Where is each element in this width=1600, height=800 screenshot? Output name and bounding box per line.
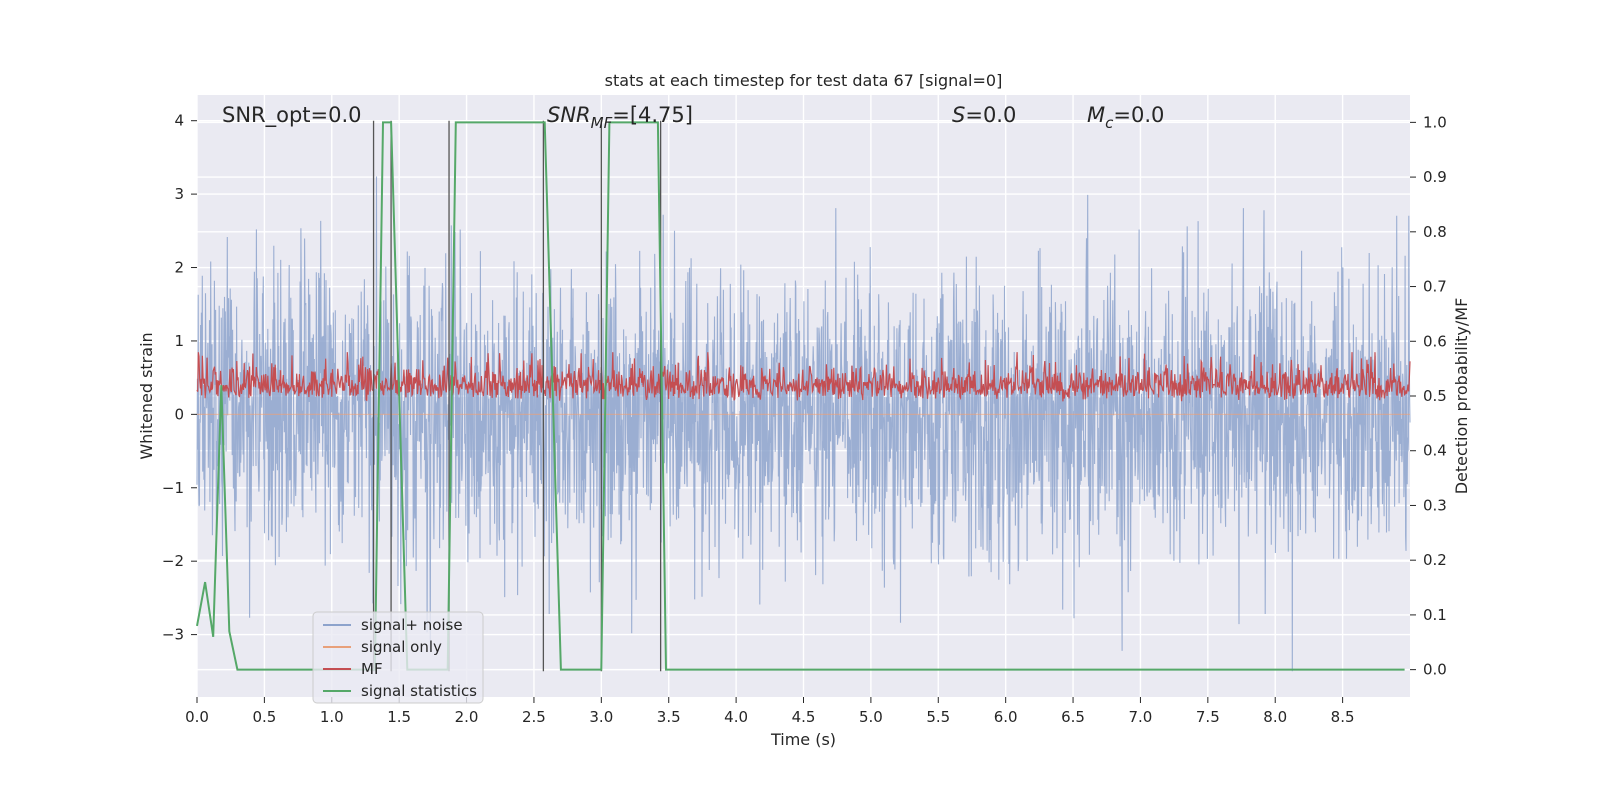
- x-tick-label: 2.5: [522, 708, 546, 726]
- annotation-mc-main: M: [1087, 103, 1105, 127]
- x-tick-label: 3.0: [589, 708, 613, 726]
- y-left-tick-label: 1: [174, 332, 184, 350]
- y-left-tick-label: −1: [162, 479, 184, 497]
- x-tick-label: 5.5: [926, 708, 950, 726]
- y-right-tick-label: 0.6: [1423, 332, 1447, 350]
- y-right-tick-label: 0.4: [1423, 442, 1447, 460]
- legend-label: signal statistics: [361, 682, 477, 700]
- annotation-snr-mf-value: =[4.75]: [612, 103, 693, 127]
- annotation-mc-sub: c: [1105, 114, 1114, 132]
- legend-label: signal+ noise: [361, 616, 463, 634]
- x-tick-label: 5.0: [859, 708, 883, 726]
- annotation-mc: Mc=0.0: [1087, 103, 1164, 132]
- annotation-snr-mf: SNRMF=[4.75]: [547, 103, 693, 132]
- x-axis-label: Time (s): [770, 730, 836, 749]
- y-right-tick-label: 0.2: [1423, 551, 1447, 569]
- x-tick-label: 8.5: [1331, 708, 1355, 726]
- x-tick-label: 3.5: [657, 708, 681, 726]
- legend-label: signal only: [361, 638, 442, 656]
- y-left-tick-label: −3: [162, 626, 184, 644]
- legend-box: [312, 611, 484, 704]
- y-left-tick-label: 3: [174, 185, 184, 203]
- annotation-mc-value: =0.0: [1113, 103, 1164, 127]
- y-right-tick-label: 0.8: [1423, 223, 1447, 241]
- x-tick-label: 4.5: [792, 708, 816, 726]
- x-tick-label: 0.5: [252, 708, 276, 726]
- y-axis-right-label: Detection probability/MF: [1452, 298, 1471, 495]
- series-signal-noise: [196, 176, 1411, 672]
- annotation-s-value: =0.0: [965, 103, 1016, 127]
- x-tick-label: 7.0: [1129, 708, 1153, 726]
- x-tick-label: 8.0: [1263, 708, 1287, 726]
- y-right-tick-label: 0.3: [1423, 496, 1447, 514]
- annotation-snr-opt: SNR_opt=0.0: [222, 103, 362, 128]
- annotation-s: S=0.0: [952, 103, 1016, 127]
- y-axis-left-label: Whitened strain: [137, 332, 156, 459]
- annotation-snr-mf-main: SNR: [547, 103, 591, 127]
- y-left-tick-label: 4: [174, 112, 184, 130]
- annotation-snr-mf-sub: MF: [591, 114, 613, 132]
- chart-title: stats at each timestep for test data 67 …: [605, 71, 1003, 90]
- y-right-tick-label: 0.1: [1423, 606, 1447, 624]
- legend: signal+ noise signal only MF signal statist…: [312, 611, 484, 704]
- x-tick-label: 2.0: [455, 708, 479, 726]
- x-tick-label: 1.0: [320, 708, 344, 726]
- y-right-tick-label: 0.9: [1423, 168, 1447, 186]
- legend-label: MF: [361, 660, 383, 678]
- x-tick-label: 7.5: [1196, 708, 1220, 726]
- y-right-tick-label: 0.0: [1423, 661, 1447, 679]
- y-left-tick-label: 0: [174, 405, 184, 423]
- x-tick-label: 4.0: [724, 708, 748, 726]
- y-right-tick-label: 1.0: [1423, 113, 1447, 131]
- x-tick-label: 6.5: [1061, 708, 1085, 726]
- x-tick-label: 6.0: [994, 708, 1018, 726]
- y-left-tick-label: 2: [174, 259, 184, 277]
- y-left-tick-label: −2: [162, 552, 184, 570]
- annotation-s-label: S: [952, 103, 965, 127]
- x-tick-label: 1.5: [387, 708, 411, 726]
- y-right-tick-label: 0.5: [1423, 387, 1447, 405]
- x-tick-label: 0.0: [185, 708, 209, 726]
- axes: 0.0 0.5 1.0 1.5 2.0 2.5 3.0 3.5 4.0 4.5 5.0 5.5 6.0 6…: [162, 112, 1447, 726]
- y-right-tick-label: 0.7: [1423, 278, 1447, 296]
